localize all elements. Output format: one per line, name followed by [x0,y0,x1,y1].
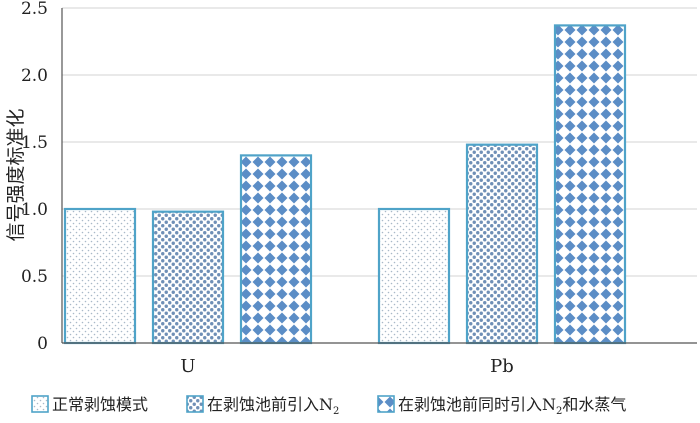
bar-u-series-3 [239,154,313,345]
bar-pb-series-2 [465,143,539,345]
bar-u-series-1 [63,207,137,345]
legend-item: 正常剥蚀模式 [31,395,148,414]
x-category-label: Pb [490,356,514,377]
y-tick-labels: 0 0.5 1.0 1.5 2.0 2.5 [21,0,48,354]
bars [63,24,627,345]
y-tick-label: 2.5 [21,0,48,19]
y-tick-label: 0.5 [21,267,48,287]
legend-label: 正常剥蚀模式 [52,395,148,414]
legend-label: 在剥蚀池前同时引入N2和水蒸气 [398,395,626,417]
legend-item: 在剥蚀池前引入N2 [186,395,339,417]
legend-label: 在剥蚀池前引入N2 [207,395,339,417]
y-tick-label: 0 [37,334,48,354]
bar-pb-series-3 [553,24,627,345]
legend-swatch [31,395,49,413]
bar-u-series-2 [151,210,225,345]
y-axis-title: 信号强度标准化 [5,108,27,241]
axes [61,8,697,344]
x-category-labels: U Pb [180,356,513,377]
legend-swatch [186,395,204,413]
y-tick-label: 1.0 [21,200,48,220]
x-category-label: U [180,356,195,377]
bar-pb-series-1 [377,207,451,345]
legend-item: 在剥蚀池前同时引入N2和水蒸气 [377,395,626,417]
legend: 正常剥蚀模式 在剥蚀池前引入N2 在剥蚀池前同时引入N2和水蒸气 [31,395,626,417]
y-tick-label: 2.0 [21,66,48,86]
legend-swatch [377,395,395,413]
y-tick-label: 1.5 [21,133,48,153]
